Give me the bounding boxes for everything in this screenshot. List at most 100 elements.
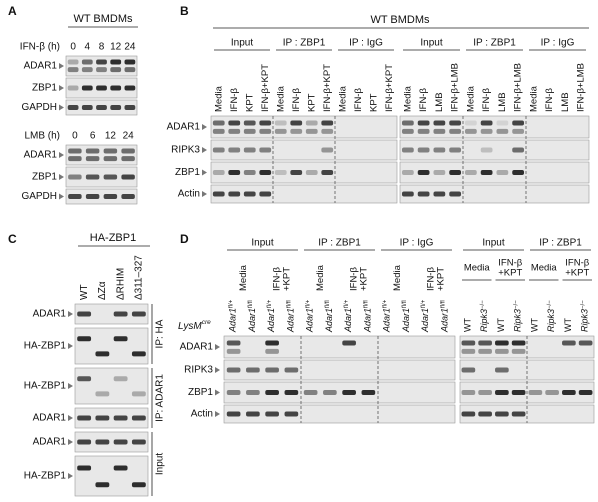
lane-label: LMB: [434, 92, 445, 112]
lane-label: Media: [337, 85, 348, 112]
genotype: Ripk3−/−: [580, 300, 590, 332]
band: [545, 390, 559, 395]
band: [478, 390, 492, 395]
genotype: Ripk3−/−: [547, 300, 557, 332]
gene-name: WT: [530, 318, 540, 332]
blot-background: [223, 335, 456, 359]
band: [96, 59, 107, 65]
group-header: IP : IgG: [400, 238, 434, 249]
lane-label: 8: [99, 42, 105, 53]
arrowhead: [59, 193, 64, 200]
gene-superscript: fl/+: [344, 299, 350, 308]
lane-label: LMB: [497, 92, 508, 112]
band: [124, 67, 136, 73]
band: [480, 128, 493, 134]
group-header: IP : ZBP1: [539, 238, 582, 249]
band: [67, 59, 79, 65]
gene-name: Ripk3: [513, 309, 523, 332]
genotype: WT: [463, 318, 473, 332]
row-label: RIPK3: [171, 145, 200, 156]
gene-name: Ripk3: [580, 309, 590, 332]
genotype: Adar1fl/+: [344, 299, 354, 333]
gene-superscript: fl/fl: [401, 300, 407, 308]
row-label: HA-ZBP1: [24, 341, 67, 352]
treatment-label: Media: [531, 263, 558, 274]
band: [228, 191, 241, 197]
panel-label: C: [8, 232, 17, 246]
band: [228, 147, 241, 153]
band: [226, 348, 241, 354]
treatment-label: Media: [464, 263, 491, 274]
band: [495, 348, 509, 354]
gene-name: Adar1: [363, 308, 373, 333]
gene-superscript: fl/fl: [286, 300, 292, 308]
genotype: Ripk3−/−: [513, 300, 523, 332]
treatment-label: +KPT: [281, 267, 292, 291]
arrowhead: [68, 311, 73, 317]
gene-superscript: fl/fl: [247, 300, 253, 308]
band: [323, 390, 337, 395]
band: [77, 376, 92, 382]
genotype: WT: [563, 318, 573, 332]
band: [305, 120, 318, 126]
band: [246, 367, 260, 373]
band: [243, 120, 256, 126]
band: [113, 465, 128, 471]
band: [449, 191, 462, 197]
band: [303, 390, 318, 395]
row-label: ADAR1: [33, 413, 67, 424]
gene-name: Adar1: [267, 308, 277, 333]
band: [259, 170, 272, 175]
band: [496, 170, 509, 175]
band: [417, 147, 430, 153]
genotype-label-superscript: cre: [202, 319, 211, 326]
band: [81, 105, 93, 110]
band: [131, 311, 146, 317]
row-label: ADAR1: [180, 342, 214, 353]
band: [401, 120, 414, 126]
band: [512, 120, 525, 126]
row-label: ADAR1: [24, 150, 58, 161]
arrowhead: [215, 389, 220, 396]
band: [68, 194, 82, 199]
band: [417, 170, 430, 175]
row-label: HA-ZBP1: [24, 381, 67, 392]
arrowhead: [68, 473, 73, 479]
band: [478, 340, 492, 346]
genotype: Adar1fl/fl: [440, 300, 450, 333]
band: [511, 390, 526, 395]
band: [461, 411, 476, 417]
arrowhead: [202, 169, 207, 176]
band: [433, 128, 446, 134]
blot-background: [399, 139, 590, 161]
genotype: Adar1fl/fl: [401, 300, 411, 333]
treatment-label: Media: [238, 264, 249, 291]
band: [321, 170, 334, 175]
genotype: Adar1fl/+: [305, 299, 315, 333]
band: [290, 120, 303, 126]
band: [290, 170, 303, 175]
band: [274, 170, 287, 175]
blot-background: [74, 455, 149, 497]
band: [68, 148, 82, 154]
band: [113, 415, 128, 421]
band: [228, 120, 241, 126]
band: [131, 391, 146, 397]
band: [562, 390, 576, 395]
genotype: Adar1fl/fl: [247, 300, 257, 333]
blot-background: [399, 161, 590, 184]
arrowhead: [68, 415, 73, 421]
band: [131, 439, 146, 445]
band: [96, 105, 107, 110]
band: [512, 147, 525, 153]
band: [95, 439, 110, 445]
band: [512, 128, 525, 134]
band: [401, 147, 414, 153]
blot-background: [74, 327, 149, 365]
band: [361, 390, 376, 395]
blot-background: [399, 184, 590, 204]
row-label: ZBP1: [32, 83, 57, 94]
lane-label: 6: [90, 131, 96, 142]
band: [85, 148, 100, 154]
